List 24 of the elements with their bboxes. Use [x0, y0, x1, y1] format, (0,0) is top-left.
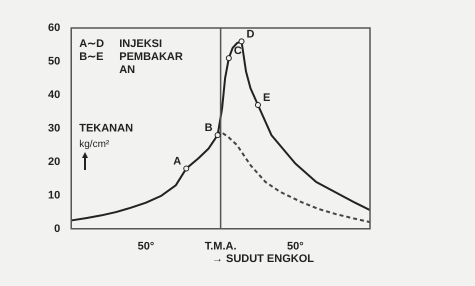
annotation: E [262, 92, 270, 104]
y-tick-label: 40 [48, 88, 60, 101]
annotation: D [246, 28, 255, 40]
text: B∼E PEMBAKAR AN [79, 51, 183, 76]
point [238, 38, 245, 44]
annotation: B [204, 122, 213, 134]
y-tick-label: 50 [48, 56, 60, 68]
point [226, 55, 232, 62]
x-axis-title: → SUDUT ENGKOL [212, 252, 314, 265]
point [214, 132, 221, 138]
x-tick-label: 50° [138, 240, 154, 252]
y-tick-label: 60 [48, 22, 60, 34]
x-tick-label: 50° [286, 240, 304, 252]
annotation: C [234, 45, 242, 58]
point [183, 166, 190, 172]
y-tick-label: 20 [48, 156, 60, 168]
point [254, 102, 261, 108]
y-axis-title: TEKANAN kg/cm² [79, 122, 134, 150]
annotation: A [173, 156, 182, 168]
y-tick-label: 10 [48, 189, 60, 202]
text: A∼D INJEKSI [79, 38, 162, 50]
y-tick-label: 0 [54, 222, 60, 235]
y-tick-label: 30 [48, 122, 60, 134]
x-tick-label: T.M.A. [204, 240, 237, 252]
